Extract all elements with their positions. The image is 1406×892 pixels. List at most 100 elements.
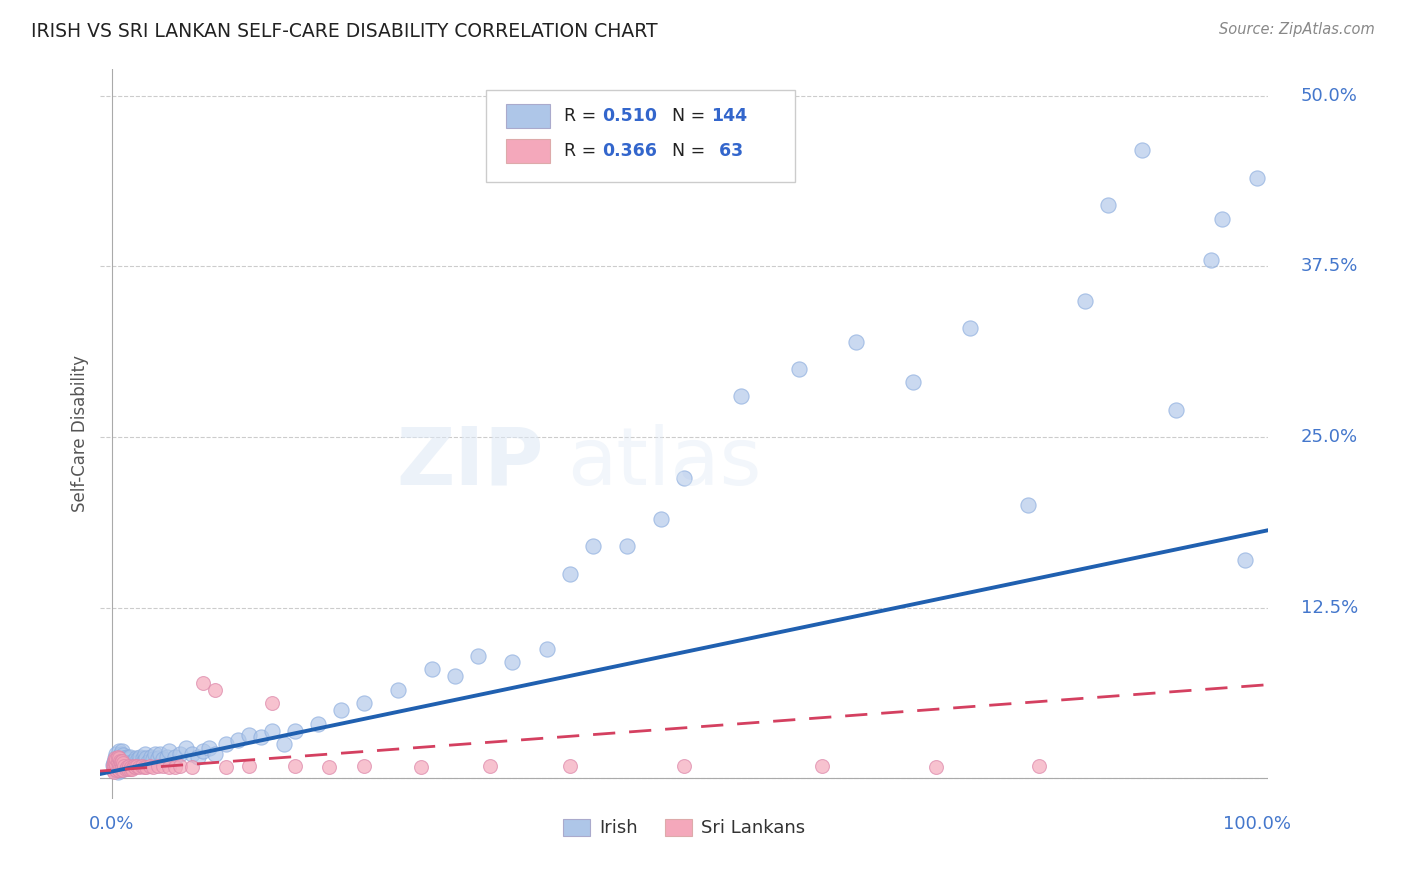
- Point: [125, 757, 148, 772]
- Point: [673, 759, 696, 773]
- Text: 0.510: 0.510: [602, 107, 658, 125]
- Point: [105, 752, 128, 766]
- Point: [111, 752, 134, 766]
- Point: [249, 731, 271, 745]
- Point: [581, 539, 603, 553]
- Point: [124, 756, 146, 771]
- Point: [108, 760, 131, 774]
- Point: [467, 648, 489, 663]
- Point: [107, 757, 129, 772]
- Point: [101, 757, 124, 772]
- Point: [157, 760, 180, 774]
- Point: [157, 744, 180, 758]
- Point: [105, 759, 128, 773]
- Text: IRISH VS SRI LANKAN SELF-CARE DISABILITY CORRELATION CHART: IRISH VS SRI LANKAN SELF-CARE DISABILITY…: [31, 22, 658, 41]
- Text: 37.5%: 37.5%: [1301, 258, 1358, 276]
- Point: [152, 752, 174, 766]
- Point: [901, 376, 924, 390]
- Point: [444, 669, 467, 683]
- Point: [193, 744, 215, 758]
- Point: [117, 751, 139, 765]
- Point: [959, 321, 981, 335]
- Point: [143, 747, 166, 761]
- Point: [120, 762, 142, 776]
- Point: [115, 749, 138, 764]
- Point: [111, 759, 134, 773]
- Legend: Irish, Sri Lankans: Irish, Sri Lankans: [555, 812, 813, 845]
- Point: [174, 741, 197, 756]
- Point: [107, 763, 129, 777]
- Point: [107, 762, 129, 776]
- Text: 50.0%: 50.0%: [1301, 87, 1358, 105]
- Point: [105, 757, 128, 772]
- Point: [187, 749, 209, 764]
- Point: [101, 757, 124, 772]
- Y-axis label: Self-Care Disability: Self-Care Disability: [72, 355, 89, 512]
- Point: [193, 675, 215, 690]
- Point: [104, 751, 127, 765]
- Point: [107, 763, 129, 777]
- Point: [134, 747, 156, 761]
- Point: [111, 760, 134, 774]
- Point: [536, 641, 558, 656]
- Point: [114, 760, 136, 774]
- Point: [111, 754, 134, 768]
- Point: [1017, 499, 1039, 513]
- Point: [105, 747, 128, 761]
- Point: [104, 756, 127, 771]
- Point: [104, 762, 127, 776]
- Point: [112, 759, 135, 773]
- Text: 0.366: 0.366: [602, 142, 657, 160]
- Point: [108, 749, 131, 764]
- Point: [104, 757, 127, 772]
- Point: [105, 763, 128, 777]
- Point: [1211, 211, 1233, 226]
- Text: 0.0%: 0.0%: [89, 815, 135, 833]
- Point: [181, 760, 204, 774]
- Point: [118, 760, 141, 774]
- Point: [215, 737, 238, 751]
- Point: [112, 751, 135, 765]
- Point: [125, 759, 148, 773]
- Point: [105, 763, 128, 777]
- FancyBboxPatch shape: [485, 90, 794, 182]
- Point: [387, 682, 409, 697]
- Point: [198, 741, 221, 756]
- Point: [215, 760, 238, 774]
- Point: [142, 760, 165, 774]
- Point: [110, 760, 132, 774]
- Text: 144: 144: [711, 107, 747, 125]
- Point: [110, 754, 132, 768]
- Point: [181, 747, 204, 761]
- Point: [650, 512, 672, 526]
- Point: [284, 759, 307, 773]
- Point: [1074, 293, 1097, 308]
- Point: [128, 755, 150, 769]
- Text: 63: 63: [713, 142, 744, 160]
- Point: [107, 757, 129, 772]
- Point: [163, 760, 186, 774]
- Point: [169, 759, 191, 773]
- Point: [925, 760, 948, 774]
- Point: [420, 662, 443, 676]
- Point: [1097, 198, 1119, 212]
- Point: [1166, 402, 1188, 417]
- Point: [115, 760, 138, 774]
- Point: [122, 759, 145, 773]
- Point: [112, 759, 135, 773]
- Point: [730, 389, 752, 403]
- Point: [103, 760, 125, 774]
- Point: [131, 756, 153, 771]
- Point: [169, 747, 191, 761]
- Point: [120, 755, 142, 769]
- Point: [114, 752, 136, 766]
- Text: 100.0%: 100.0%: [1223, 815, 1291, 833]
- Point: [478, 759, 501, 773]
- Text: N =: N =: [672, 107, 711, 125]
- Text: 25.0%: 25.0%: [1301, 428, 1358, 446]
- Point: [107, 755, 129, 769]
- Point: [1028, 759, 1050, 773]
- Point: [163, 749, 186, 764]
- Point: [105, 754, 128, 768]
- Text: atlas: atlas: [568, 424, 762, 502]
